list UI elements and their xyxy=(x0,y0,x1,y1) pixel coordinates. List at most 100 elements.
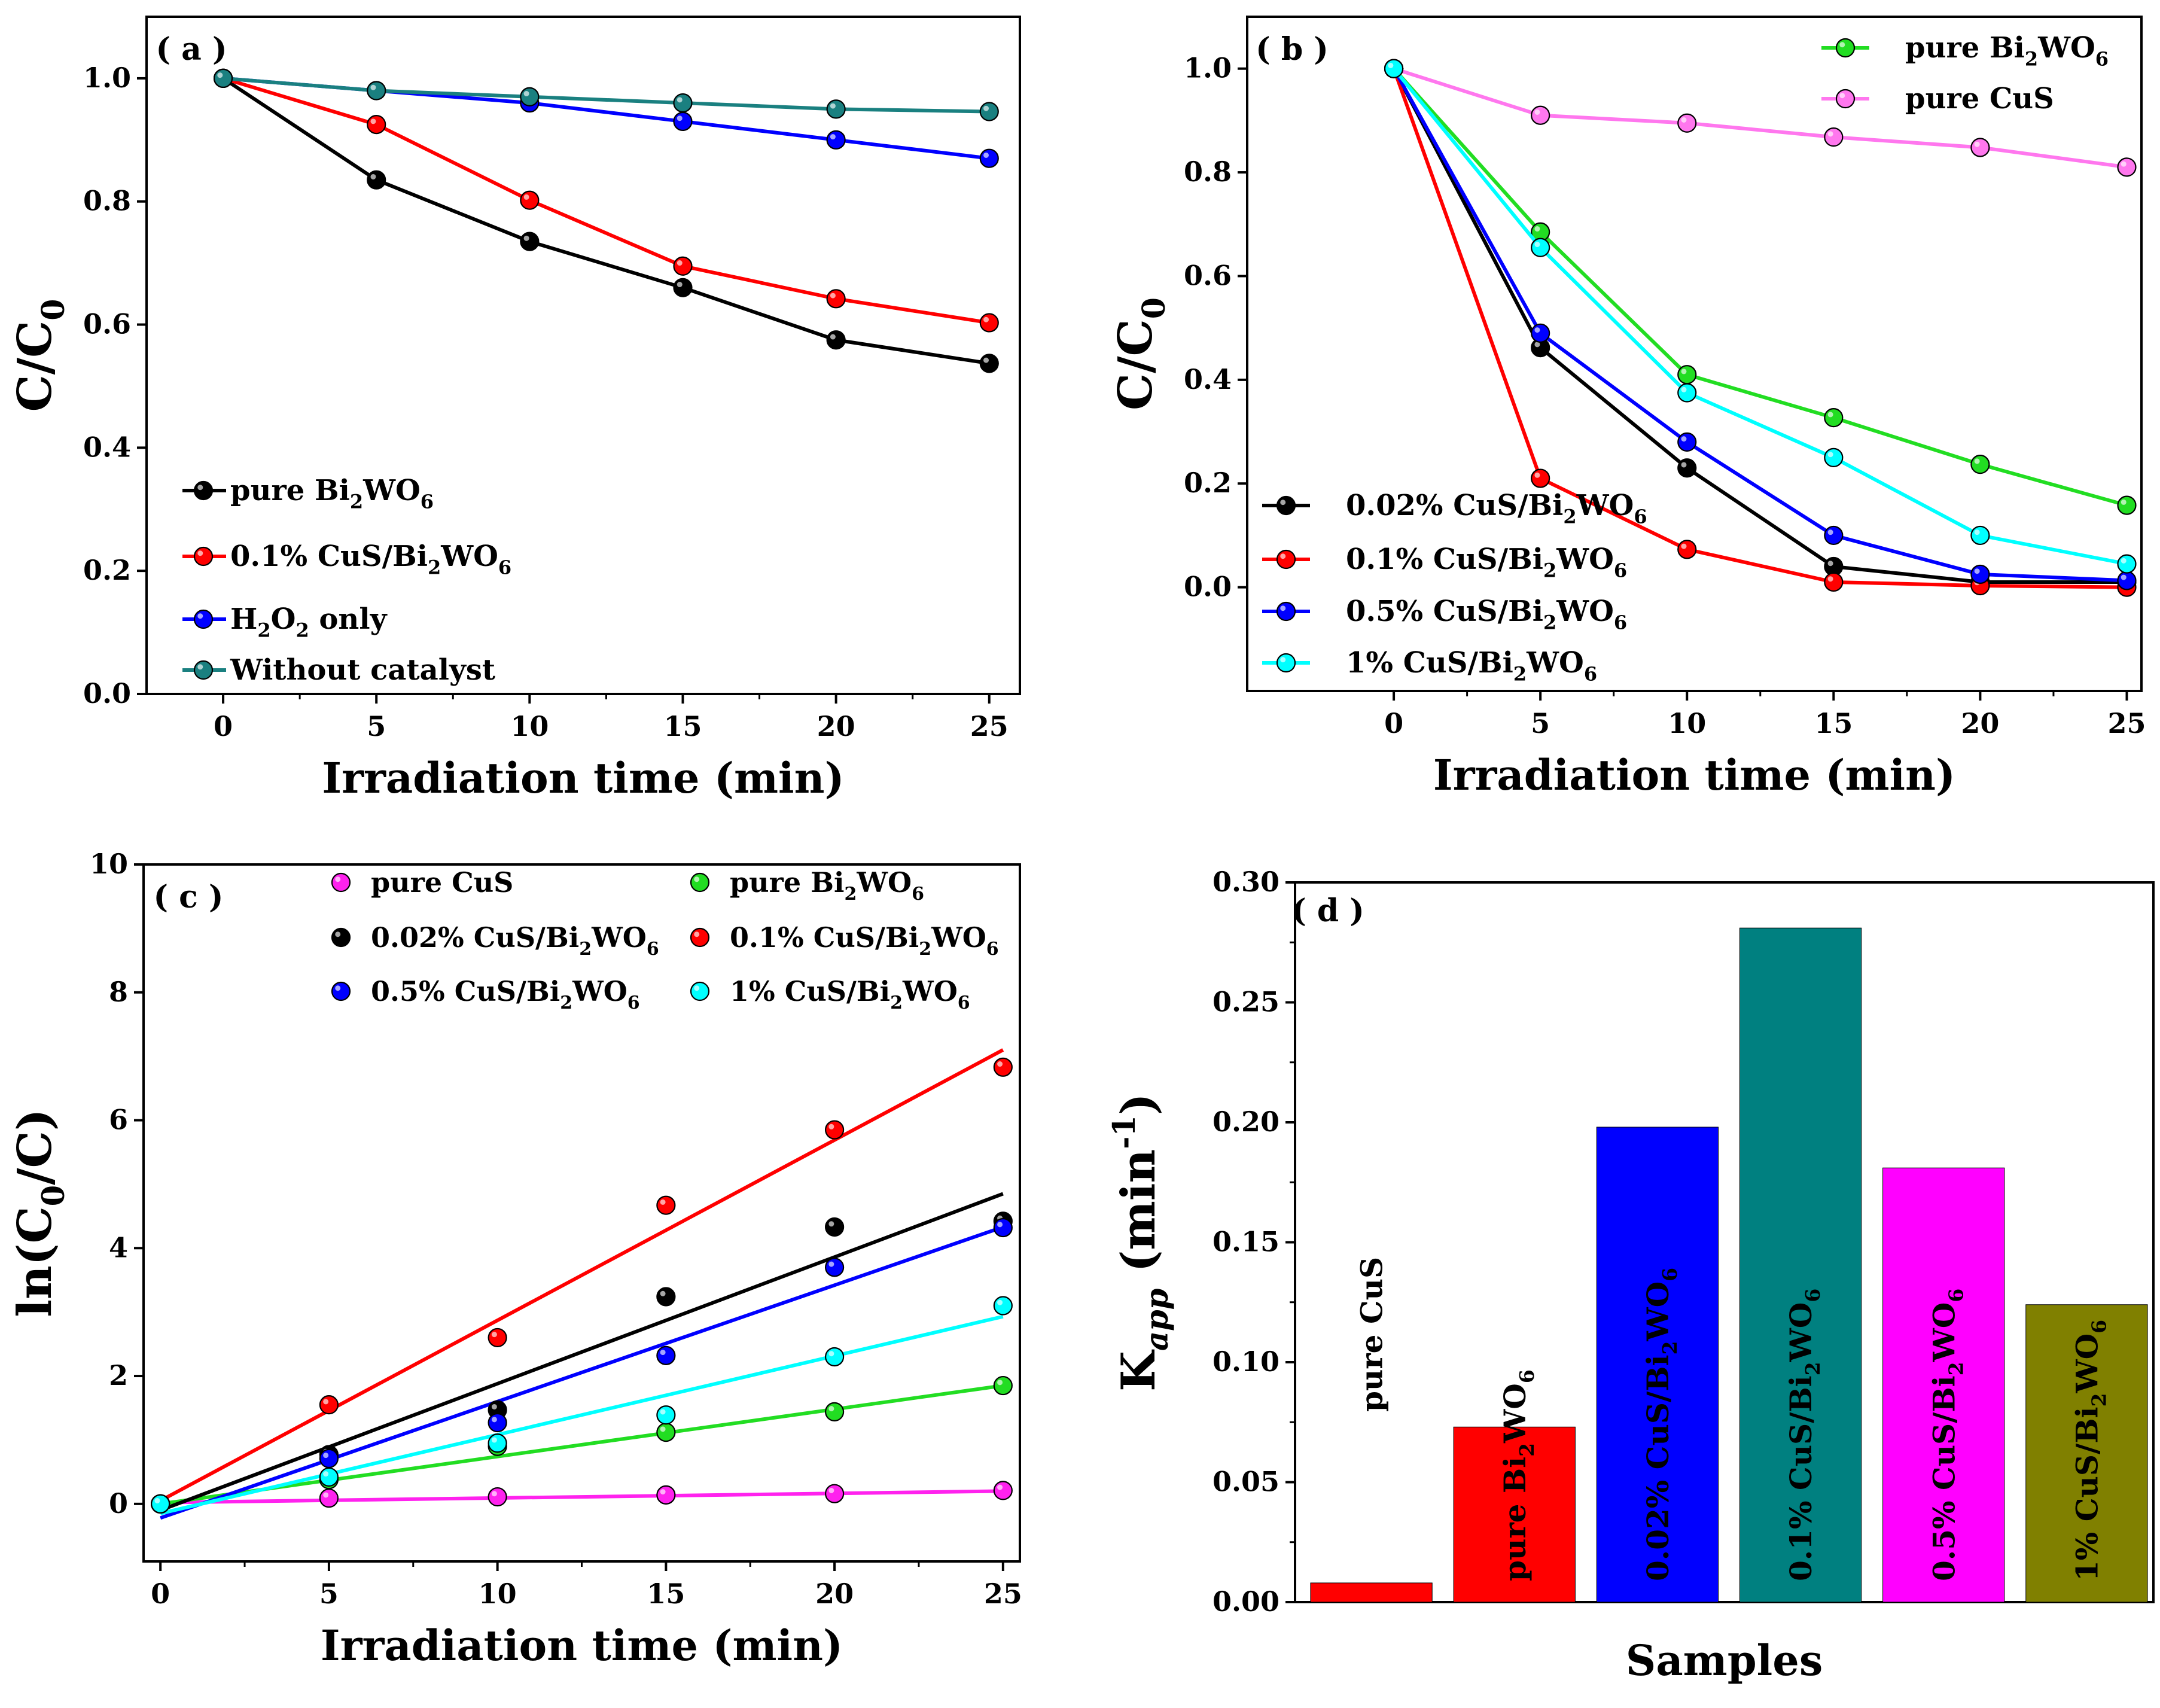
data-point-highlight xyxy=(491,1491,497,1497)
legend-marker xyxy=(690,872,710,893)
data-point xyxy=(2117,495,2137,515)
bar-label-part: WO xyxy=(1926,1302,1961,1363)
data-point-highlight xyxy=(997,1222,1003,1228)
data-point xyxy=(979,148,999,168)
legend-label-part: H xyxy=(230,602,257,636)
legend-marker xyxy=(193,546,214,567)
data-point-highlight xyxy=(660,1409,666,1415)
x-tick-label: 5 xyxy=(319,1578,339,1610)
legend-label-part: 2 xyxy=(1543,559,1556,581)
data-point-highlight xyxy=(2121,558,2127,564)
legend-label-part: WO xyxy=(572,975,627,1007)
data-point xyxy=(1677,458,1697,478)
x-tick-label: 25 xyxy=(970,710,1009,742)
data-point-highlight xyxy=(1681,369,1687,375)
data-point-highlight xyxy=(323,1471,329,1477)
data-point xyxy=(656,1485,676,1505)
bar-5 xyxy=(2025,1304,2148,1603)
y-tick-label: 0.10 xyxy=(1212,1345,1279,1378)
y-tick-label: 0 xyxy=(109,1487,128,1520)
legend-label-part: 1% CuS/Bi xyxy=(730,975,890,1007)
x-tick-label: 15 xyxy=(1814,707,1853,739)
data-point-highlight xyxy=(677,97,683,103)
legend-marker-highlight xyxy=(197,613,203,619)
data-point-highlight xyxy=(1827,529,1833,535)
data-point-highlight xyxy=(1534,342,1540,348)
data-point xyxy=(520,87,540,106)
legend-marker-highlight xyxy=(694,931,700,937)
data-point xyxy=(520,232,540,251)
panel-b: 0.00.20.40.60.81.00 5 10 15 20 25Irradiation … xyxy=(1108,16,2146,800)
y-axis-label: ln(C0/C) xyxy=(8,1109,72,1317)
bar-1 xyxy=(1453,1426,1576,1603)
y-axis-label-part: 0 xyxy=(36,1185,72,1207)
legend-label-part: 6 xyxy=(1614,559,1627,581)
data-point xyxy=(1824,408,1844,428)
legend-marker xyxy=(193,660,214,680)
data-point-highlight xyxy=(830,334,836,340)
legend-label-part: 2 xyxy=(1513,662,1527,685)
bar-label: pure CuS xyxy=(1354,1257,1390,1412)
data-point xyxy=(673,278,693,297)
series-line-5 xyxy=(1392,67,2128,566)
legend-label: 0.5% CuS/Bi2WO6 xyxy=(1346,595,1627,634)
legend-marker-highlight xyxy=(197,485,203,491)
data-point-highlight xyxy=(1827,131,1833,137)
data-point xyxy=(824,1120,845,1140)
y-tick-label: 0.15 xyxy=(1212,1226,1279,1258)
data-point xyxy=(826,289,846,309)
data-point xyxy=(2117,157,2137,177)
legend-label-part: 2 xyxy=(350,490,363,513)
panel-d: 0.00 0.05 0.10 0.15 0.20 0.25 0.30 Kapp (min-1)… xyxy=(1107,866,2155,1685)
bar-0 xyxy=(1310,1582,1433,1603)
y-tick-label: 0.30 xyxy=(1212,866,1279,898)
y-axis-label-part: ln(C xyxy=(8,1206,62,1317)
plot-frame xyxy=(1246,16,2143,692)
y-tick-label: 0.4 xyxy=(83,431,131,463)
data-point xyxy=(1970,455,1990,474)
x-tick-label: 10 xyxy=(479,1578,517,1610)
x-tick-label: 0 xyxy=(214,710,233,742)
bar-label-part: WO xyxy=(1497,1383,1533,1444)
x-tick-label: 0 xyxy=(151,1578,170,1610)
legend-marker xyxy=(1835,38,1856,58)
legend-label: pure Bi2WO6 xyxy=(1905,31,2109,70)
data-point xyxy=(520,190,540,210)
series-line-0 xyxy=(1392,67,2128,507)
data-point-highlight xyxy=(1974,141,1980,147)
legend-label: H2O2 only xyxy=(230,602,388,641)
bar-label-part: pure CuS xyxy=(1354,1257,1390,1412)
x-axis-label: Irradiation time (min) xyxy=(322,753,844,803)
data-point-highlight xyxy=(2121,161,2127,167)
legend-label: 1% CuS/Bi2WO6 xyxy=(1346,646,1597,685)
data-point xyxy=(656,1287,676,1307)
data-point-highlight xyxy=(660,1426,666,1432)
data-point xyxy=(826,330,846,350)
y-tick-label: 2 xyxy=(109,1359,128,1392)
data-point xyxy=(367,81,386,101)
data-point-highlight xyxy=(828,1261,834,1267)
data-point xyxy=(993,1296,1013,1316)
data-point xyxy=(824,1217,845,1237)
data-point xyxy=(1677,432,1697,452)
legend-marker xyxy=(1276,549,1296,570)
series-line-2 xyxy=(1392,68,2127,584)
data-point-highlight xyxy=(1827,576,1833,582)
legend-label: pure Bi2WO6 xyxy=(730,866,924,905)
data-point-highlight xyxy=(2121,574,2127,580)
data-point xyxy=(1677,540,1697,559)
data-point xyxy=(1824,127,1844,147)
bar-2 xyxy=(1596,1127,1719,1603)
legend-label: Without catalyst xyxy=(230,653,495,687)
data-point-highlight xyxy=(1681,462,1687,468)
data-point-highlight xyxy=(677,282,683,288)
data-point-highlight xyxy=(523,235,529,241)
legend-label: 0.02% CuS/Bi2WO6 xyxy=(371,921,659,960)
bar-label-part: 6 xyxy=(1515,1369,1538,1383)
data-point-highlight xyxy=(997,1484,1003,1490)
legend-marker xyxy=(690,981,710,1001)
y-tick-label: 0.4 xyxy=(1184,363,1232,395)
x-tick-label: 10 xyxy=(510,710,549,742)
bar-label-part: 2 xyxy=(1658,1341,1681,1355)
